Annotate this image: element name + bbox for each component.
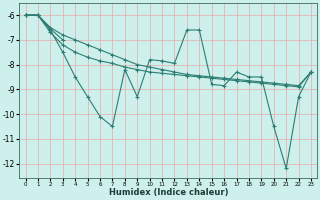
X-axis label: Humidex (Indice chaleur): Humidex (Indice chaleur) [108,188,228,197]
